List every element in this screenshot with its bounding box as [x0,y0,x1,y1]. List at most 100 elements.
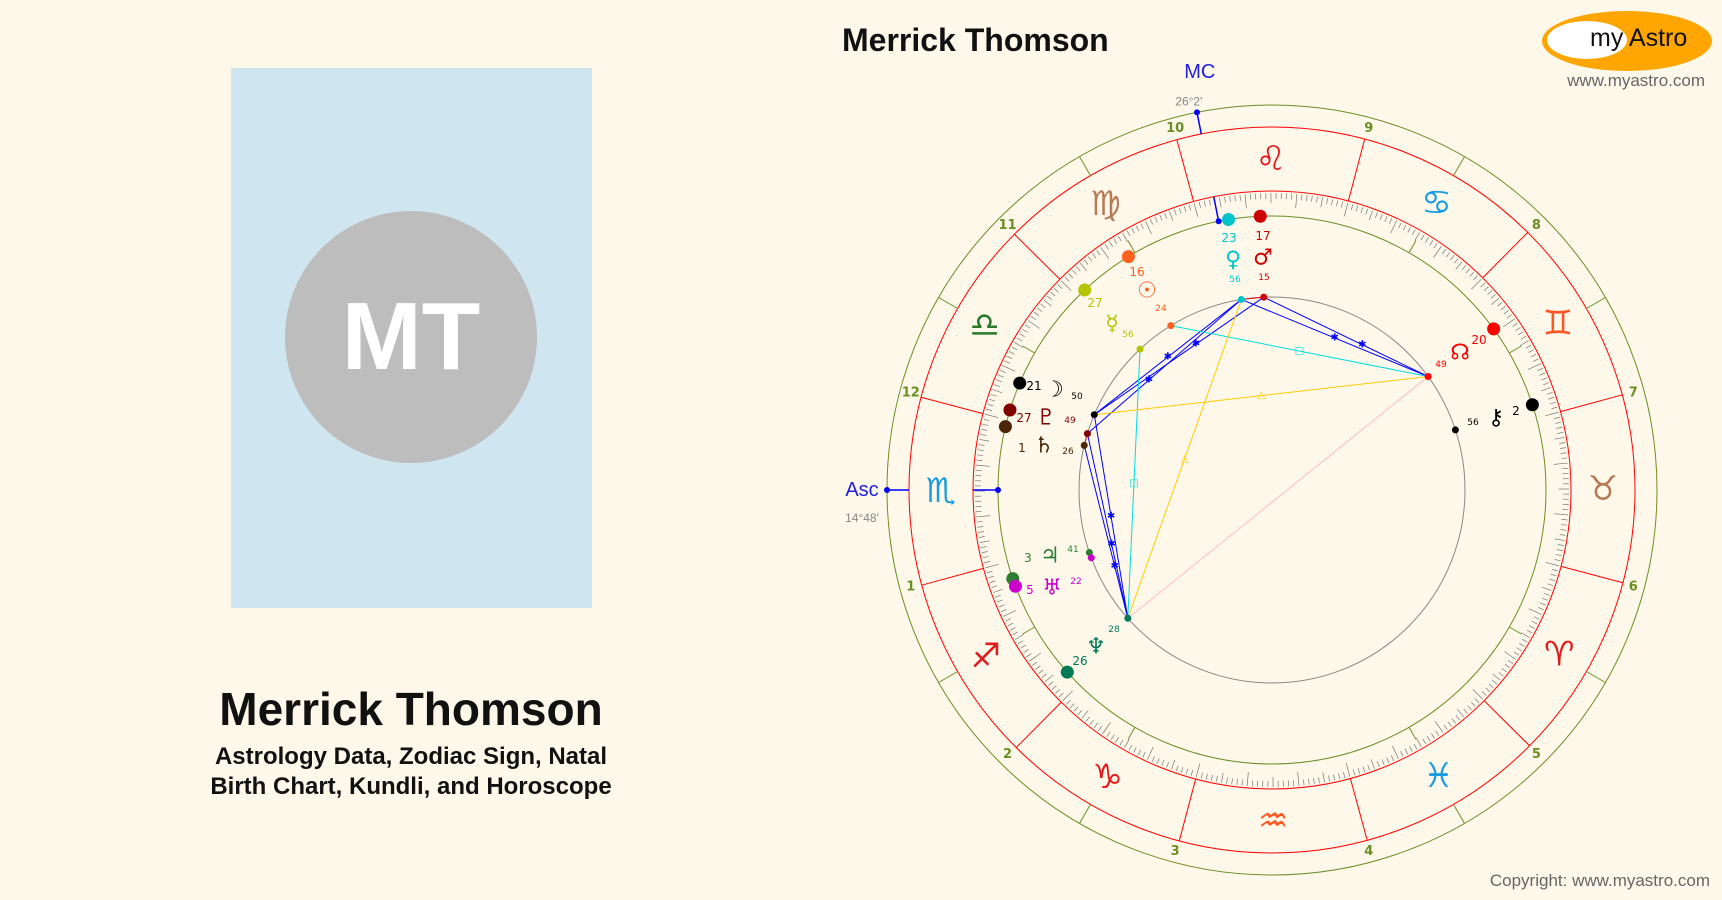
degree-tick [1014,342,1024,348]
degree-tick [1161,760,1165,766]
sign-boundary [1014,233,1061,280]
degree-tick [1507,659,1514,665]
degree-tick [1032,661,1038,666]
degree-tick [1360,207,1364,214]
planet-glyph-chiron-icon: ⚷ [1488,406,1504,431]
planet-degree: 27 [1016,411,1031,425]
degree-tick [1529,625,1535,629]
planet-minutes: 15 [1258,273,1269,283]
degree-tick [1180,766,1184,773]
degree-tick [1521,638,1528,643]
degree-tick [1164,212,1168,219]
planet-degree: 1 [1018,441,1026,455]
aspect-line-sextile [1086,433,1129,619]
degree-tick [1311,195,1313,202]
aspect-marker-sextile: ✱ [1164,352,1172,363]
house-cusp-inner [1022,626,1035,635]
aspect-marker-square: □ [1129,478,1138,489]
degree-tick [1503,318,1515,328]
degree-tick [1154,216,1158,223]
degree-tick [1062,690,1073,701]
degree-tick [1104,244,1109,250]
sign-glyph-virgo-icon: ♍ [1090,184,1120,224]
aspect-line-square [1127,349,1141,619]
asc-marker [884,487,890,493]
planet-dot-north-node [1487,322,1501,336]
site-url-link[interactable]: www.myastro.com [1567,71,1705,90]
myastro-logo[interactable]: my Astro [1542,11,1712,71]
degree-tick [976,464,991,467]
degree-tick [1471,279,1482,290]
degree-tick [1017,640,1024,645]
degree-tick [986,570,993,574]
degree-tick [1205,773,1208,780]
house-cusp [1453,156,1465,176]
planet-glyph-uranus-icon: ♅ [1042,576,1062,601]
degree-tick [1515,327,1521,331]
aspect-marker-sextile: ✱ [1358,339,1366,350]
degree-tick [977,454,984,456]
degree-tick [1188,204,1192,211]
profile-photo-placeholder: MT [231,68,592,608]
planet-minutes: 24 [1155,304,1167,314]
aspect-point [1083,430,1091,438]
degree-tick [1149,218,1154,225]
degree-tick [1040,303,1046,308]
degree-tick [1425,237,1429,243]
aspect-point [1167,322,1175,330]
house-number: 9 [1364,121,1373,136]
house-cusp-inner [1022,345,1035,354]
degree-tick [1469,271,1475,277]
degree-tick [1113,238,1118,244]
degree-tick [1102,722,1111,735]
degree-tick [1303,779,1305,786]
sign-boundary [1347,138,1366,202]
house-number: 10 [1166,121,1184,136]
aspect-line-square [1170,325,1429,378]
degree-tick [1501,668,1507,673]
degree-tick [1350,204,1354,211]
degree-tick [1061,280,1072,291]
degree-tick [1463,708,1468,714]
degree-tick [1520,632,1530,638]
degree-tick [1023,649,1029,653]
degree-tick [977,526,984,528]
degree-tick [992,389,1003,394]
degree-tick [989,580,996,584]
degree-tick [1313,777,1315,785]
planet-dot-venus [1222,212,1236,226]
degree-tick [1470,701,1476,707]
aspect-line-sextile [1241,298,1429,377]
planet-degree: 17 [1255,229,1270,243]
degree-tick [1096,250,1101,256]
degree-tick [1029,652,1041,662]
degree-tick [983,561,990,564]
degree-tick [1545,561,1560,567]
degree-tick [1015,634,1025,640]
degree-tick [1455,261,1463,270]
degree-tick [1467,705,1472,711]
mc-marker [1215,218,1222,225]
degree-tick [1156,758,1160,764]
degree-tick [1084,259,1089,265]
house-cusp [938,297,958,309]
degree-tick [1554,437,1565,440]
house-number: 8 [1532,218,1541,233]
planet-glyph-pluto-icon: ♇ [1036,406,1056,431]
house-cusp-inner [1509,345,1522,354]
degree-tick [1420,234,1425,241]
mc-line [1196,112,1203,135]
degree-tick [1402,224,1407,231]
degree-tick [1092,253,1097,259]
degree-tick [1145,221,1152,235]
degree-tick [1011,346,1018,351]
degree-tick [1322,772,1325,783]
aspect-line-sextile [1093,414,1129,619]
planet-minutes: 22 [1070,577,1081,587]
degree-tick [996,379,1002,383]
sign-glyph-aries-icon: ♈ [1544,634,1574,674]
aspect-marker-sextile: ✱ [1192,339,1200,350]
degree-tick [1178,207,1182,214]
degree-tick [1551,406,1558,410]
aspect-marker-sextile: ✱ [1145,374,1153,385]
